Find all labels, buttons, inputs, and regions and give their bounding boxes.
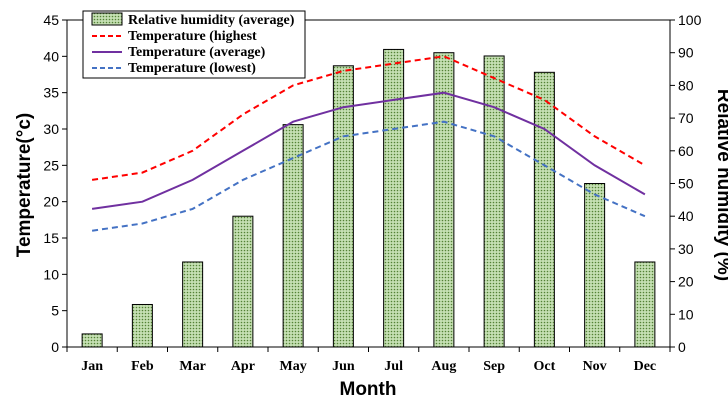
- y-left-tick-label: 0: [51, 339, 59, 355]
- legend-label-humidity: Relative humidity (average): [128, 13, 295, 28]
- x-category-labels: Jan Feb Mar Apr May Jun Jul Aug Sep Oct Nov Dec: [81, 359, 656, 374]
- x-category-label: Dec: [634, 359, 657, 374]
- y-right-tick-labels: 0 10 20 30 40 50 60 70 80 90 100: [678, 12, 702, 355]
- bar-humidity-sep: [483, 55, 505, 348]
- y-right-tick-label: 10: [678, 306, 694, 322]
- x-category-label: Jan: [81, 359, 103, 374]
- x-category-label: Nov: [583, 359, 607, 374]
- y-left-axis-title: Temperature(°c): [14, 113, 35, 258]
- x-axis-title: Month: [340, 379, 397, 400]
- y-left-tick-label: 25: [43, 157, 59, 173]
- x-category-label: Aug: [431, 359, 456, 374]
- x-category-label: Feb: [131, 359, 154, 374]
- y-left-tick-label: 35: [43, 85, 59, 101]
- bar-humidity-jan: [81, 333, 103, 348]
- y-right-tick-label: 70: [678, 110, 694, 126]
- bar-humidity-feb: [131, 303, 153, 348]
- line-temp-average: [91, 91, 646, 210]
- y-right-tick-label: 0: [678, 339, 686, 355]
- bar-humidity-apr: [232, 215, 254, 348]
- bar-humidity-dec: [634, 261, 656, 348]
- y-right-tick-label: 60: [678, 143, 694, 159]
- line-temp-highest: [91, 55, 646, 181]
- axis-ticks: [62, 19, 675, 352]
- y-left-tick-label: 40: [43, 48, 59, 64]
- legend-label-temp-highest: Temperature (highest: [128, 29, 257, 44]
- bar-humidity-jul: [383, 48, 405, 348]
- y-left-tick-label: 5: [51, 303, 59, 319]
- y-left-tick-labels: 0 5 10 15 20 25 30 35 40 45: [43, 12, 59, 355]
- x-category-label: Sep: [483, 359, 505, 374]
- bar-humidity-aug: [433, 52, 455, 348]
- legend-label-temp-average: Temperature (average): [128, 45, 266, 60]
- y-left-tick-label: 45: [43, 12, 59, 28]
- y-right-tick-label: 20: [678, 274, 694, 290]
- y-right-axis-title: Relative humidity (%): [713, 89, 728, 281]
- x-category-label: Apr: [231, 359, 255, 374]
- legend-swatch-humidity: [91, 12, 123, 26]
- x-category-label: Jul: [384, 359, 403, 374]
- y-right-tick-label: 80: [678, 77, 694, 93]
- line-series-group: [91, 55, 646, 232]
- legend-label-temp-lowest: Temperature (lowest): [128, 61, 256, 76]
- y-left-tick-label: 15: [43, 230, 59, 246]
- y-right-tick-label: 30: [678, 241, 694, 257]
- y-right-tick-label: 100: [678, 12, 702, 28]
- bar-series-humidity: [81, 48, 656, 348]
- y-left-tick-label: 10: [43, 266, 59, 282]
- y-right-tick-label: 40: [678, 208, 694, 224]
- x-category-label: Oct: [533, 359, 555, 374]
- y-right-tick-label: 50: [678, 176, 694, 192]
- y-left-tick-label: 20: [43, 194, 59, 210]
- x-category-label: May: [280, 359, 307, 374]
- bar-humidity-mar: [182, 261, 204, 348]
- y-left-tick-label: 30: [43, 121, 59, 137]
- bar-humidity-nov: [584, 183, 606, 348]
- line-temp-lowest: [91, 120, 646, 232]
- x-category-label: Jun: [332, 359, 355, 374]
- y-right-tick-label: 90: [678, 45, 694, 61]
- legend: Relative humidity (average) Temperature …: [82, 10, 306, 79]
- x-category-label: Mar: [179, 359, 205, 374]
- bar-humidity-oct: [533, 71, 555, 348]
